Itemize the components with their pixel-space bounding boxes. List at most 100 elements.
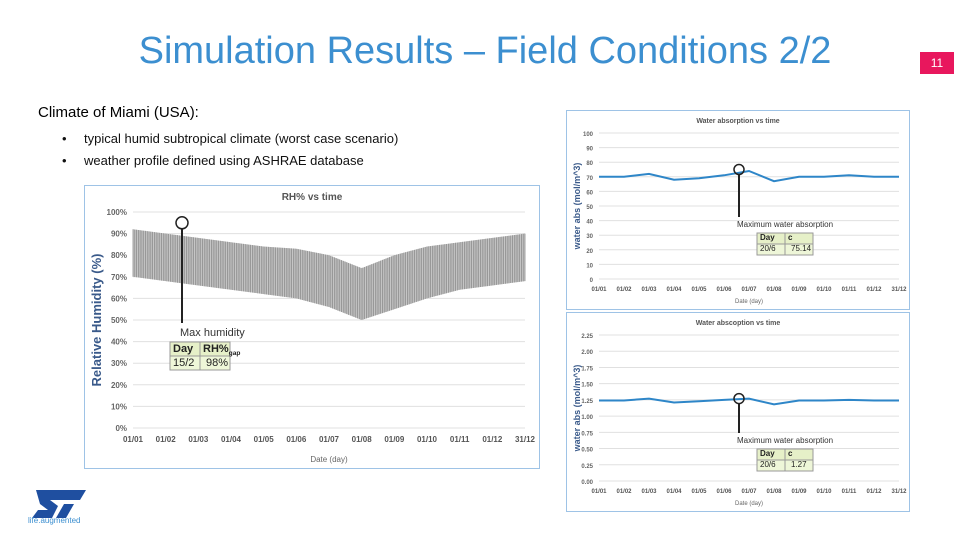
bullet-text: typical humid subtropical climate (worst… [84, 131, 399, 146]
y-tick-label: 0.75 [581, 431, 593, 437]
annotation-label: Max humidity [180, 327, 245, 339]
y-tick-label: 0.25 [581, 464, 593, 470]
bullet-text: weather profile defined using ASHRAE dat… [84, 153, 364, 168]
x-axis-label: Date (day) [735, 501, 763, 507]
y-tick-label: 100 [583, 132, 594, 138]
chart-title: Water abscoption vs time [696, 320, 781, 327]
x-tick-label: 01/12 [866, 489, 882, 495]
rh-chart-frame: RH% vs time 0% 10% 20% 30% 40% 50% 60% 70% 80% 90%… [84, 185, 540, 469]
y-tick-label: 30 [586, 234, 593, 240]
x-tick-label: 31/12 [515, 435, 536, 444]
y-tick-label: 1.25 [581, 399, 593, 405]
annotation-table-value: 75.14 [791, 244, 812, 253]
annotation-table-header-value: RH%gap [203, 343, 240, 357]
y-tick-label: 80% [111, 251, 127, 260]
bullet-list: • typical humid subtropical climate (wors… [62, 128, 398, 172]
x-tick-label: 01/01 [591, 489, 607, 495]
x-tick-label: 01/04 [666, 287, 682, 293]
y-tick-label: 100% [107, 208, 127, 217]
chart-title: Water absorption vs time [696, 118, 779, 125]
y-tick-label: 10% [111, 402, 127, 411]
y-tick-label: 90% [111, 230, 127, 239]
x-tick-label: 01/05 [254, 435, 275, 444]
page-number-badge: 11 [920, 52, 954, 74]
y-tick-label: 1.00 [581, 415, 593, 421]
x-tick-label: 01/03 [641, 489, 657, 495]
y-tick-label: 50% [111, 316, 127, 325]
x-tick-label: 01/04 [221, 435, 242, 444]
y-tick-label: 0.50 [581, 448, 593, 454]
annotation-table-header-day: Day [760, 233, 775, 242]
chart-title: RH% vs time [282, 192, 343, 203]
x-tick-label: 01/02 [156, 435, 177, 444]
rh-chart: RH% vs time 0% 10% 20% 30% 40% 50% 60% 70% 80% 90%… [89, 192, 536, 464]
climate-subtitle: Climate of Miami (USA): [38, 104, 199, 121]
water-abs-chart-bottom-frame: Water abscoption vs time 0.00 0.25 0.50 0.75… [566, 312, 910, 512]
y-tick-label: 20 [586, 249, 593, 255]
water-abs-chart-top-frame: Water absorption vs time 0 10 20 30 40 50 60 70 8… [566, 110, 910, 310]
annotation-table-value-day: 20/6 [760, 244, 776, 253]
y-tick-label: 80 [586, 161, 593, 167]
x-tick-label: 01/03 [641, 287, 657, 293]
series-line [599, 397, 899, 406]
annotation-label: Maximum water absorption [737, 220, 833, 229]
annotation-table-value-day: 20/6 [760, 460, 776, 469]
max-marker-circle [175, 216, 189, 230]
x-tick-label: 01/09 [791, 489, 807, 495]
x-tick-label: 01/10 [816, 287, 832, 293]
annotation-table-header-subscript: gap [229, 350, 241, 357]
annotation-table-value-day: 15/2 [173, 357, 194, 369]
x-tick-label: 01/08 [766, 489, 782, 495]
x-tick-label: 01/04 [666, 489, 682, 495]
bullet-item: • weather profile defined using ASHRAE da… [62, 150, 398, 172]
bullet-dot-icon: • [62, 131, 67, 146]
y-tick-label: 60% [111, 294, 127, 303]
x-tick-label: 01/08 [352, 435, 373, 444]
y-tick-label: 2.25 [581, 334, 593, 340]
y-axis-label: water abs (mol/m^3) [572, 163, 582, 251]
x-tick-label: 01/05 [691, 287, 707, 293]
y-tick-label: 30% [111, 359, 127, 368]
x-tick-label: 01/01 [123, 435, 144, 444]
x-tick-label: 01/10 [417, 435, 438, 444]
x-tick-label: 01/07 [741, 489, 757, 495]
y-axis-label: Relative Humidity (%) [89, 254, 104, 387]
annotation-table-header-value: c [788, 233, 793, 242]
y-tick-label: 1.75 [581, 366, 593, 372]
annotation-label: Maximum water absorption [737, 436, 833, 445]
x-tick-label: 01/03 [188, 435, 209, 444]
x-tick-label: 01/06 [716, 489, 732, 495]
annotation-table-header-day: Day [173, 343, 194, 355]
y-tick-label: 0% [115, 424, 127, 433]
x-tick-label: 01/07 [741, 287, 757, 293]
x-tick-label: 01/02 [616, 287, 632, 293]
x-tick-label: 01/11 [842, 489, 857, 495]
x-tick-label: 01/11 [842, 287, 857, 293]
x-tick-label: 01/02 [616, 489, 632, 495]
x-tick-label: 01/07 [319, 435, 340, 444]
series-line [599, 169, 899, 183]
x-tick-label: 01/08 [766, 287, 782, 293]
slide-title: Simulation Results – Field Conditions 2/… [138, 30, 832, 72]
y-tick-label: 70% [111, 273, 127, 282]
x-tick-label: 01/09 [791, 287, 807, 293]
y-tick-label: 20% [111, 381, 127, 390]
tagline: life.augmented [28, 516, 81, 525]
water-abs-chart-top: Water absorption vs time 0 10 20 30 40 50 60 70 8… [572, 118, 907, 305]
x-axis-label: Date (day) [310, 455, 348, 464]
x-tick-label: 31/12 [891, 489, 907, 495]
y-tick-label: 50 [586, 205, 593, 211]
y-tick-label: 0 [590, 278, 594, 284]
y-tick-label: 1.50 [581, 383, 593, 389]
x-tick-label: 01/06 [716, 287, 732, 293]
annotation-table-value: 1.27 [791, 460, 807, 469]
x-tick-label: 01/09 [384, 435, 405, 444]
y-tick-label: 10 [586, 263, 593, 269]
y-tick-label: 40% [111, 338, 127, 347]
x-tick-label: 01/10 [816, 489, 832, 495]
annotation-table-header-value: c [788, 449, 793, 458]
x-axis-label: Date (day) [735, 299, 763, 305]
y-tick-label: 70 [586, 176, 593, 182]
y-tick-label: 60 [586, 190, 593, 196]
annotation-table-header-day: Day [760, 449, 775, 458]
